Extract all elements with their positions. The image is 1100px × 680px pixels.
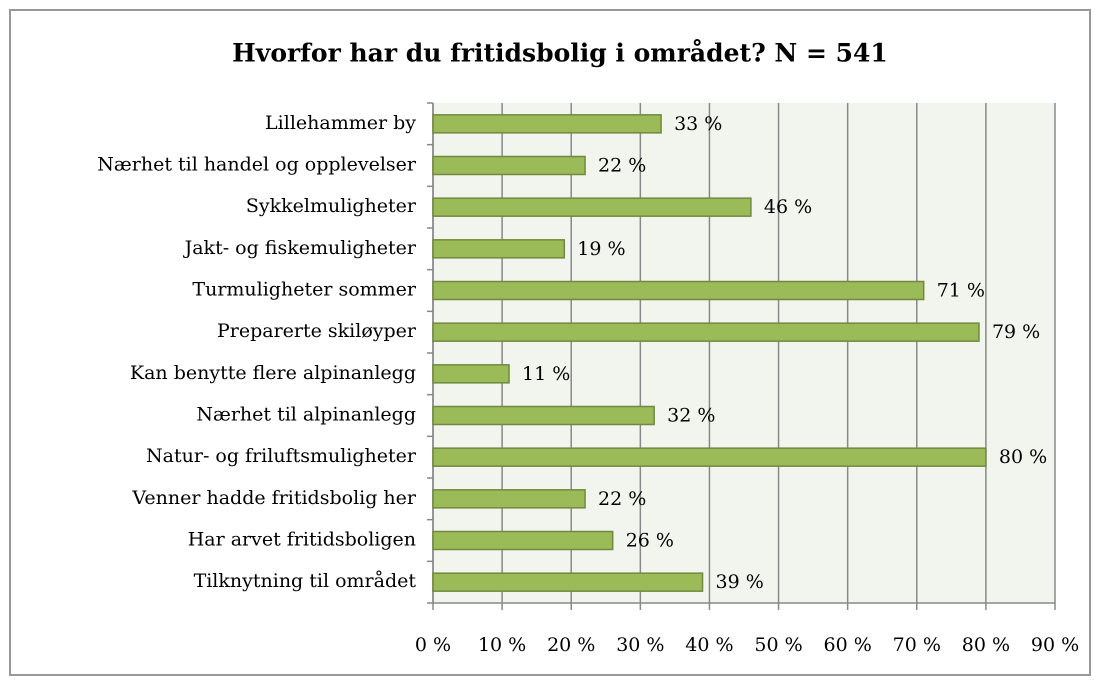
- bar: [432, 364, 510, 384]
- x-tick-label: 80 %: [962, 634, 1010, 656]
- chart-title: Hvorfor har du fritidsbolig i området? N…: [232, 39, 888, 68]
- data-label: 39 %: [716, 571, 764, 593]
- data-label: 11 %: [522, 363, 570, 385]
- y-tick-label: Venner hadde fritidsbolig her: [131, 487, 416, 509]
- bar: [432, 197, 752, 217]
- y-tick-label: Preparerte skiløyper: [217, 320, 417, 342]
- y-tick-label: Natur- og friluftsmuligheter: [146, 445, 417, 467]
- data-label: 46 %: [764, 196, 812, 218]
- x-tick-label: 60 %: [824, 634, 872, 656]
- x-tick-label: 30 %: [616, 634, 664, 656]
- data-label: 80 %: [999, 446, 1047, 468]
- x-tick-label: 10 %: [478, 634, 526, 656]
- y-tick-label: Har arvet fritidsboligen: [188, 529, 416, 551]
- y-tick-label: Tilknytning til området: [194, 570, 417, 592]
- y-tick-label: Jakt- og fiskemuligheter: [183, 237, 417, 259]
- data-label: 26 %: [626, 530, 674, 552]
- data-label: 32 %: [667, 405, 715, 427]
- y-tick-label: Nærhet til handel og opplevelser: [97, 154, 417, 176]
- bar: [432, 489, 586, 509]
- data-label: 22 %: [598, 488, 646, 510]
- x-tick-label: 90 %: [1031, 634, 1079, 656]
- bar: [432, 155, 586, 176]
- data-label: 33 %: [674, 113, 722, 135]
- bar: [432, 114, 662, 134]
- y-tick-label: Nærhet til alpinanlegg: [196, 404, 416, 426]
- bar: [432, 280, 925, 301]
- bar: [432, 405, 655, 426]
- bar: [432, 530, 614, 551]
- data-label: 22 %: [598, 155, 646, 177]
- x-tick-label: 70 %: [893, 634, 941, 656]
- y-tick-label: Sykkelmuligheter: [246, 195, 417, 217]
- x-tick-label: 20 %: [547, 634, 595, 656]
- data-label: 71 %: [937, 280, 985, 302]
- bar: [432, 447, 987, 467]
- y-tick-label: Turmuligheter sommer: [192, 279, 417, 301]
- x-tick-label: 40 %: [685, 634, 733, 656]
- data-label: 19 %: [577, 238, 625, 260]
- y-tick-label: Lillehammer by: [265, 112, 416, 134]
- bar: [432, 239, 566, 259]
- x-tick-label: 50 %: [754, 634, 802, 656]
- bar: [432, 322, 980, 342]
- data-label: 79 %: [992, 321, 1040, 343]
- y-tick-label: Kan benytte flere alpinanlegg: [130, 362, 416, 384]
- x-tick-label: 0 %: [415, 634, 451, 656]
- bar: [432, 572, 704, 592]
- plot-area: [433, 103, 1055, 603]
